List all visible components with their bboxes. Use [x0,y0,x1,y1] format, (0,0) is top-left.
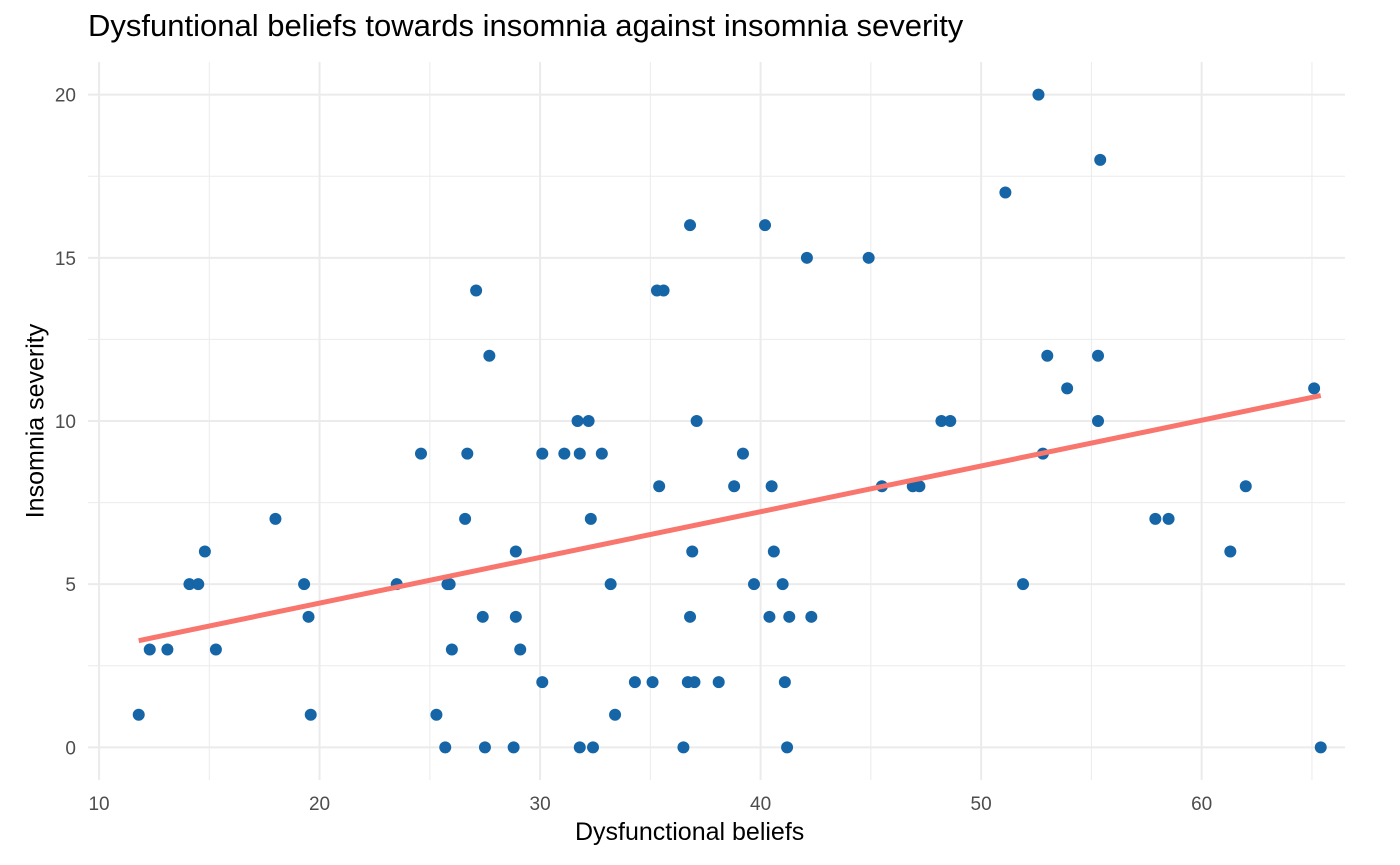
data-point [1061,382,1074,395]
data-point [304,708,317,721]
y-tick-label: 15 [55,249,76,270]
y-tick-label: 10 [55,412,76,433]
data-point [536,676,549,689]
data-point [414,447,427,460]
data-point [1314,741,1327,754]
data-point [584,512,597,525]
data-point [298,578,311,591]
data-point [604,578,617,591]
x-tick-label: 20 [309,794,330,815]
data-point [439,741,452,754]
data-point [461,447,474,460]
data-point [862,251,875,264]
data-point [944,415,957,427]
data-point [1017,578,1030,591]
data-point [609,708,622,721]
data-point [736,447,749,460]
data-point [571,415,584,427]
data-point [653,480,666,493]
data-point [684,219,697,232]
data-point [558,447,571,460]
data-point [443,578,456,591]
data-point [302,610,315,623]
data-point [778,676,791,689]
data-point [470,284,483,297]
data-point [573,447,586,460]
data-point [1092,415,1105,427]
data-point [132,708,145,721]
y-tick-label: 0 [65,738,76,759]
data-point [587,741,600,754]
data-point [161,643,174,656]
x-axis-label: Dysfunctional beliefs [575,818,805,846]
data-point [684,610,697,623]
data-point [690,415,703,427]
data-point [688,676,701,689]
data-point [143,643,156,656]
data-point [514,643,527,656]
data-point [763,610,776,623]
data-point [507,741,520,754]
data-point [728,480,741,493]
data-point [483,349,496,362]
data-point [677,741,690,754]
y-tick-label: 20 [55,86,76,107]
data-point [646,676,659,689]
data-point [686,545,699,558]
data-point [1224,545,1237,558]
data-point [509,610,522,623]
data-point [573,741,586,754]
data-point [478,741,491,754]
data-point [198,545,211,558]
data-point [1094,153,1107,166]
data-point [767,545,780,558]
data-point [712,676,725,689]
data-point [765,480,778,493]
data-point [783,610,796,623]
data-point [628,676,641,689]
x-tick-label: 60 [1191,794,1212,815]
x-tick-label: 10 [88,794,109,815]
data-point [1162,512,1175,525]
chart-title: Dysfuntional beliefs towards insomnia ag… [88,8,964,43]
data-point [781,741,794,754]
data-point [776,578,789,591]
data-point [183,578,196,591]
trend-line [138,393,1322,644]
data-point [657,284,670,297]
x-tick-label: 40 [750,794,771,815]
data-point [430,708,443,721]
data-point [536,447,549,460]
data-point [759,219,772,232]
data-point [1149,512,1162,525]
data-point [209,643,222,656]
data-point [1239,480,1252,493]
data-point [509,545,522,558]
data-point [192,578,205,591]
data-point [582,415,595,427]
data-point [747,578,760,591]
y-axis-label: Insomnia severity [21,323,50,519]
data-point [913,480,926,493]
y-tick-label: 5 [65,575,76,596]
data-point [595,447,608,460]
data-point [1032,88,1045,101]
data-point [935,415,948,427]
data-point [269,512,282,525]
data-point [1092,349,1105,362]
data-point [445,643,458,656]
data-point [999,186,1012,199]
data-point [805,610,818,623]
data-point [800,251,813,264]
data-point [1308,382,1321,395]
data-point [476,610,489,623]
data-point [459,512,472,525]
data-point [1041,349,1054,362]
x-tick-label: 50 [971,794,992,815]
x-tick-label: 30 [530,794,551,815]
